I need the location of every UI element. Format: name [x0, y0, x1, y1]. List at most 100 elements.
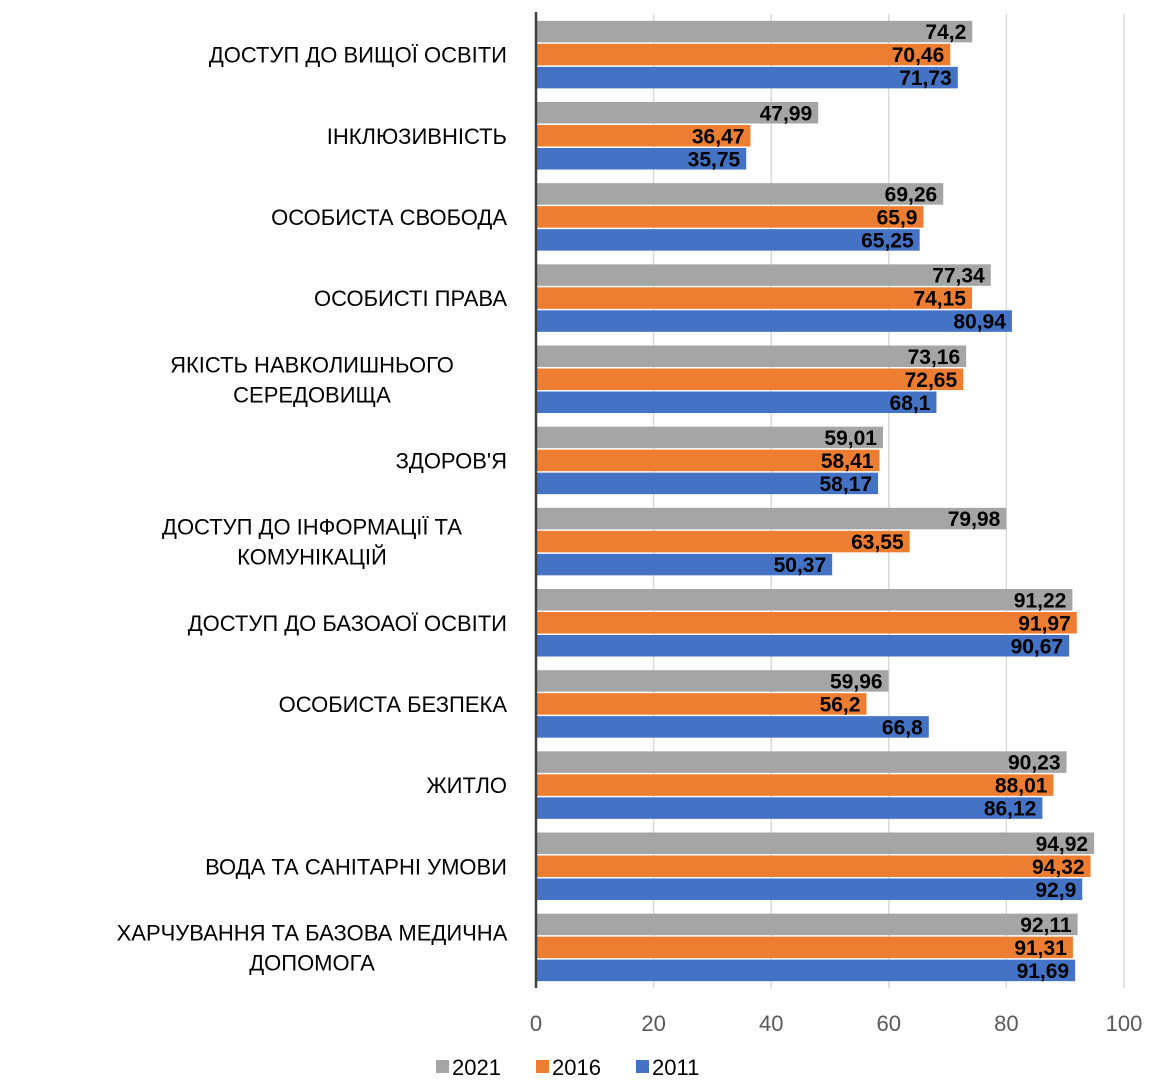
data-label: 58,41 — [821, 450, 874, 473]
bar-2016 — [536, 287, 973, 309]
bar-2021 — [536, 264, 991, 286]
gridlines — [652, 14, 1125, 988]
data-label: 91,69 — [1017, 960, 1070, 983]
data-label: 59,01 — [824, 427, 877, 450]
bar-2016 — [536, 206, 924, 228]
data-label: 69,26 — [885, 183, 938, 206]
category-label: ХАРЧУВАННЯ ТА БАЗОВА МЕДИЧНА ДОПОМОГА — [117, 920, 508, 975]
bar-2016 — [536, 125, 751, 147]
data-label: 94,92 — [1036, 833, 1089, 856]
x-tick-label: 20 — [641, 1011, 665, 1036]
bar-2016 — [536, 774, 1054, 796]
category-label: ОСОБИСТА БЕЗПЕКА — [279, 692, 508, 717]
bar-2016 — [536, 612, 1077, 634]
bar-2016 — [536, 693, 867, 715]
data-label: 65,25 — [861, 229, 914, 252]
data-label: 94,32 — [1032, 856, 1085, 879]
category-label: ЯКІСТЬ НАВКОЛИШНЬОГО СЕРЕДОВИЩА — [170, 352, 454, 407]
legend: 2021 2016 2011 — [436, 1055, 699, 1080]
data-label: 80,94 — [953, 311, 1006, 334]
data-label: 73,16 — [908, 346, 961, 369]
bar-2016 — [536, 936, 1073, 959]
x-tick-label: 80 — [994, 1011, 1018, 1036]
bar-2011 — [536, 229, 920, 251]
legend-label-2011: 2011 — [652, 1055, 699, 1080]
legend-label-2016: 2016 — [552, 1055, 601, 1080]
bar-2016 — [536, 855, 1091, 877]
category-label: ОСОБИСТІ ПРАВА — [314, 286, 507, 311]
bar-2011 — [536, 391, 937, 413]
category-label: ЖИТЛО — [426, 773, 507, 798]
bar-2011 — [536, 797, 1043, 819]
category-label: ЗДОРОВ'Я — [396, 448, 507, 473]
category-label: ОСОБИСТА СВОБОДА — [271, 205, 507, 230]
bar-2021 — [536, 20, 973, 43]
bar-2011 — [536, 635, 1070, 657]
data-label: 58,17 — [819, 473, 872, 496]
category-label: ВОДА ТА САНІТАРНІ УМОВИ — [205, 854, 507, 879]
bars — [536, 20, 1095, 982]
bar-2021 — [536, 913, 1078, 936]
data-label: 35,75 — [688, 148, 741, 171]
legend-swatch-2011 — [636, 1060, 649, 1073]
bar-2021 — [536, 426, 883, 449]
category-label: ДОСТУП ДО ІНФОРМАЦІЇ ТА КОМУНІКАЦІЙ — [162, 515, 462, 570]
category-label: ДОСТУП ДО ВИЩОЇ ОСВІТИ — [209, 43, 507, 68]
data-label: 71,73 — [899, 67, 952, 90]
data-label: 70,46 — [892, 44, 945, 67]
bar-2021 — [536, 183, 944, 205]
bar-2016 — [536, 368, 964, 390]
bar-2016 — [536, 449, 880, 472]
bar-2021 — [536, 589, 1073, 611]
data-label: 92,9 — [1035, 879, 1076, 902]
data-label: 66,8 — [882, 716, 923, 739]
bar-2021 — [536, 751, 1067, 773]
x-tick-label: 100 — [1106, 1011, 1143, 1036]
bar-2021 — [536, 670, 889, 692]
bar-2011 — [536, 472, 879, 495]
bar-2011 — [536, 716, 929, 738]
category-label: ДОСТУП ДО БАЗОАОЇ ОСВІТИ — [188, 611, 507, 636]
data-label: 65,9 — [877, 206, 918, 229]
data-label: 86,12 — [984, 798, 1037, 821]
x-tick-labels: 0 20 40 60 80 100 — [530, 1011, 1142, 1036]
bar-2021 — [536, 832, 1095, 854]
data-label: 68,1 — [890, 392, 931, 415]
bar-2016 — [536, 530, 910, 553]
data-label: 74,2 — [925, 21, 966, 44]
data-label: 91,97 — [1018, 612, 1071, 635]
bar-2011 — [536, 148, 747, 170]
bar-2011 — [536, 66, 958, 89]
data-label: 90,67 — [1011, 635, 1064, 658]
data-label: 77,34 — [932, 265, 985, 288]
data-label: 90,23 — [1008, 752, 1061, 775]
data-label: 50,37 — [774, 554, 827, 577]
x-tick-label: 60 — [877, 1011, 901, 1036]
bar-2011 — [536, 553, 833, 576]
bar-2011 — [536, 878, 1083, 900]
legend-swatch-2016 — [536, 1060, 549, 1073]
data-label: 91,22 — [1014, 589, 1067, 612]
data-label: 36,47 — [692, 125, 745, 148]
data-label: 91,31 — [1014, 937, 1067, 960]
data-label: 72,65 — [905, 369, 958, 392]
category-label: ІНКЛЮЗИВНІСТЬ — [327, 124, 507, 149]
data-label: 47,99 — [760, 102, 813, 125]
data-label: 63,55 — [851, 531, 904, 554]
bar-2021 — [536, 345, 967, 367]
category-labels: ДОСТУП ДО ВИЩОЇ ОСВІТИ ІНКЛЮЗИВНІСТЬ ОСОБИ… — [117, 43, 508, 976]
data-label: 59,96 — [830, 670, 883, 693]
x-tick-label: 40 — [759, 1011, 783, 1036]
data-label: 88,01 — [995, 775, 1048, 798]
bar-2011 — [536, 959, 1076, 982]
bar-2021 — [536, 102, 819, 124]
data-label: 74,15 — [913, 288, 966, 311]
data-label: 92,11 — [1020, 914, 1072, 937]
legend-swatch-2021 — [436, 1060, 449, 1073]
legend-label-2021: 2021 — [452, 1055, 501, 1080]
bar-2011 — [536, 310, 1012, 332]
x-tick-label: 0 — [530, 1011, 542, 1036]
bar-2016 — [536, 43, 951, 66]
